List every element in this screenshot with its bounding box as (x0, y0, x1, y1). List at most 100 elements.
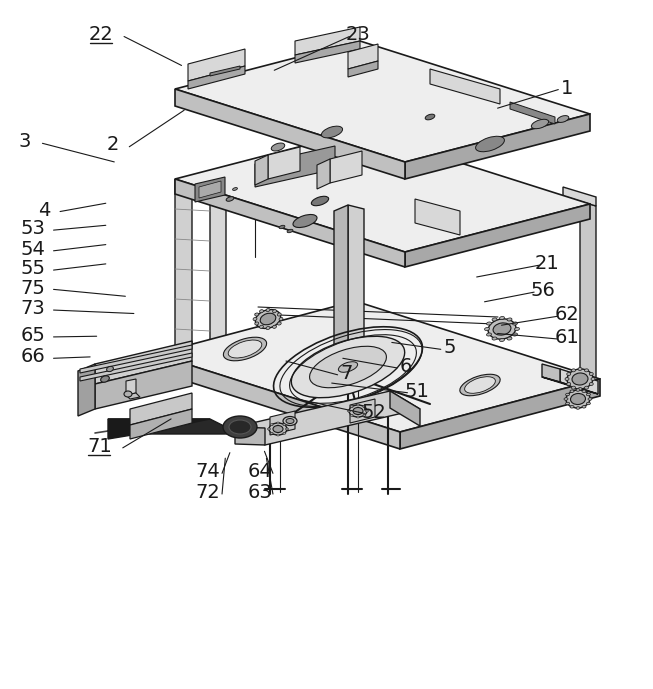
Ellipse shape (353, 407, 363, 415)
Ellipse shape (591, 378, 595, 380)
Ellipse shape (532, 119, 549, 129)
Ellipse shape (338, 362, 358, 372)
Polygon shape (235, 391, 420, 445)
Polygon shape (155, 354, 400, 449)
Ellipse shape (124, 391, 132, 397)
Polygon shape (542, 364, 560, 382)
Ellipse shape (253, 318, 257, 320)
Ellipse shape (492, 318, 497, 321)
Text: 22: 22 (89, 25, 114, 44)
Ellipse shape (279, 225, 285, 229)
Polygon shape (295, 41, 360, 63)
Polygon shape (255, 155, 268, 185)
Ellipse shape (566, 390, 590, 408)
Ellipse shape (229, 420, 251, 434)
Polygon shape (78, 364, 95, 416)
Polygon shape (348, 205, 364, 379)
Polygon shape (108, 419, 210, 439)
Ellipse shape (366, 410, 368, 412)
Ellipse shape (488, 319, 516, 339)
Text: 4: 4 (39, 200, 50, 220)
Ellipse shape (564, 398, 568, 400)
Ellipse shape (283, 432, 286, 434)
Ellipse shape (584, 386, 588, 389)
Polygon shape (175, 179, 405, 267)
Ellipse shape (567, 382, 571, 386)
Polygon shape (510, 102, 555, 124)
Polygon shape (317, 159, 330, 189)
Text: 56: 56 (531, 281, 556, 300)
Polygon shape (400, 379, 600, 449)
Polygon shape (130, 409, 192, 439)
Ellipse shape (283, 416, 297, 426)
Polygon shape (430, 69, 500, 104)
Ellipse shape (350, 406, 353, 408)
Polygon shape (210, 184, 226, 379)
Text: 51: 51 (404, 382, 429, 401)
Ellipse shape (578, 367, 582, 371)
Text: 73: 73 (20, 299, 45, 318)
Ellipse shape (586, 402, 590, 404)
Ellipse shape (576, 407, 580, 409)
Ellipse shape (572, 373, 588, 385)
Ellipse shape (255, 322, 259, 325)
Polygon shape (126, 379, 136, 395)
Ellipse shape (582, 390, 586, 393)
Text: 75: 75 (20, 278, 45, 298)
Ellipse shape (565, 393, 569, 395)
Ellipse shape (293, 214, 317, 227)
Ellipse shape (269, 423, 287, 435)
Polygon shape (155, 346, 185, 371)
Text: 6: 6 (400, 357, 412, 376)
Ellipse shape (226, 197, 234, 201)
Ellipse shape (475, 136, 504, 152)
Ellipse shape (349, 405, 367, 417)
Ellipse shape (268, 428, 270, 430)
Ellipse shape (286, 418, 294, 424)
Ellipse shape (586, 393, 590, 395)
Ellipse shape (270, 432, 273, 434)
Polygon shape (188, 66, 245, 89)
Polygon shape (210, 66, 240, 76)
Text: 74: 74 (195, 462, 220, 482)
Polygon shape (80, 345, 192, 373)
Ellipse shape (571, 386, 575, 389)
Ellipse shape (271, 143, 285, 151)
Ellipse shape (576, 389, 580, 391)
Ellipse shape (588, 398, 592, 400)
Polygon shape (80, 353, 192, 381)
Ellipse shape (570, 390, 574, 393)
Ellipse shape (500, 338, 505, 342)
Text: 23: 23 (345, 25, 370, 44)
Ellipse shape (223, 337, 266, 361)
Ellipse shape (266, 309, 270, 311)
Polygon shape (270, 411, 295, 435)
Ellipse shape (582, 406, 586, 408)
Ellipse shape (567, 369, 593, 389)
Ellipse shape (492, 337, 497, 340)
Ellipse shape (571, 393, 586, 404)
Ellipse shape (486, 322, 492, 325)
Polygon shape (95, 361, 192, 409)
Ellipse shape (584, 369, 588, 372)
Text: 72: 72 (195, 483, 220, 502)
Text: 3: 3 (19, 132, 31, 151)
Ellipse shape (460, 374, 500, 395)
Text: 65: 65 (20, 326, 45, 345)
Ellipse shape (283, 424, 286, 426)
Text: 7: 7 (340, 364, 352, 383)
Polygon shape (175, 41, 590, 162)
Text: 54: 54 (20, 240, 45, 259)
Ellipse shape (272, 309, 276, 313)
Ellipse shape (486, 333, 492, 336)
Ellipse shape (507, 337, 512, 340)
Text: 66: 66 (20, 347, 45, 367)
Polygon shape (348, 44, 378, 69)
Ellipse shape (259, 325, 263, 329)
Polygon shape (330, 151, 362, 183)
Polygon shape (542, 377, 598, 394)
Ellipse shape (465, 377, 496, 393)
Ellipse shape (255, 313, 259, 316)
Ellipse shape (567, 373, 571, 376)
Ellipse shape (232, 187, 238, 190)
